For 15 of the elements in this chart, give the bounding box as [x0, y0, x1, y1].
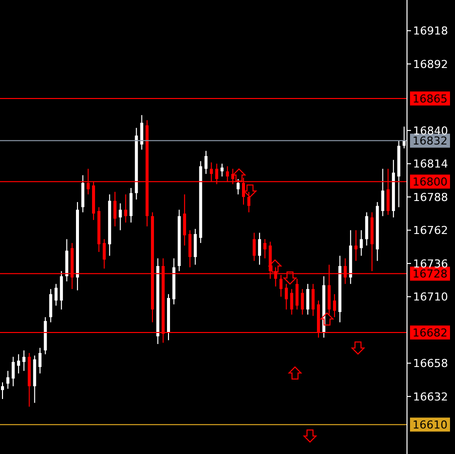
y-tick-label: 16632	[413, 390, 448, 404]
ref-line-label: 16800	[412, 176, 448, 189]
y-tick-label: 16814	[413, 158, 448, 171]
ref-line-label: 16832	[412, 134, 448, 148]
y-tick-label: 16892	[413, 58, 448, 71]
ref-line-label: 16682	[412, 326, 448, 340]
ref-line-label: 16610	[412, 418, 448, 432]
ref-line-label: 16728	[412, 268, 448, 281]
y-tick-label: 16762	[413, 224, 448, 238]
y-tick-label: 16788	[413, 190, 448, 204]
y-tick-label: 16710	[413, 290, 448, 304]
y-tick-label: 16658	[413, 357, 448, 370]
y-tick-label: 16918	[413, 24, 448, 38]
y-tick-label: 16840	[413, 124, 448, 138]
ref-line-label: 16865	[412, 92, 448, 106]
